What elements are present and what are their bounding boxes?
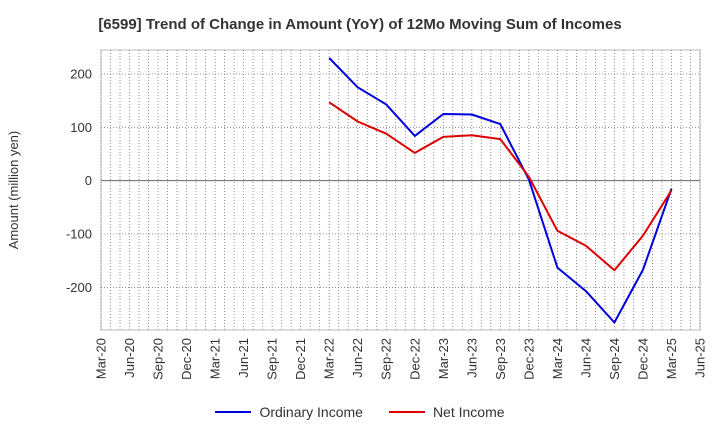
legend: Ordinary Income Net Income [0, 404, 720, 420]
legend-label: Net Income [432, 404, 505, 420]
y-tick-label: -200 [66, 280, 92, 295]
x-tick-label: Mar-20 [94, 338, 109, 379]
x-tick-label: Dec-22 [407, 338, 422, 380]
x-tick-label: Jun-23 [464, 338, 479, 378]
x-tick-label: Mar-24 [550, 338, 565, 379]
legend-item: Net Income [388, 404, 505, 420]
legend-swatch [388, 411, 425, 413]
y-tick-label: 200 [70, 67, 92, 82]
x-tick-label: Mar-23 [436, 338, 451, 379]
series-line-ordinary-income [328, 57, 673, 324]
chart-title: [6599] Trend of Change in Amount (YoY) o… [98, 16, 622, 33]
x-tick-label: Mar-21 [208, 338, 223, 379]
y-axis-title: Amount (million yen) [6, 131, 21, 250]
x-tick-label: Sep-22 [379, 338, 394, 380]
x-tick-label: Sep-23 [493, 338, 508, 380]
x-tick-label: Dec-24 [635, 338, 650, 380]
x-tick-label: Jun-20 [122, 338, 137, 378]
x-tick-label: Dec-23 [521, 338, 536, 380]
legend-item: Ordinary Income [215, 404, 363, 420]
legend-swatch [215, 411, 252, 413]
x-tick-label: Sep-20 [151, 338, 166, 380]
plot-frame [100, 49, 701, 331]
x-tick-label: Mar-25 [664, 338, 679, 379]
x-tick-label: Jun-24 [578, 338, 593, 378]
y-tick-label: -100 [66, 227, 92, 242]
x-tick-label: Dec-20 [179, 338, 194, 380]
y-tick-label: 0 [85, 173, 92, 188]
x-tick-label: Dec-21 [293, 338, 308, 380]
x-tick-label: Jun-25 [693, 338, 708, 378]
series-line-net-income [328, 101, 673, 272]
x-tick-label: Sep-21 [265, 338, 280, 380]
x-tick-label: Jun-21 [236, 338, 251, 378]
y-tick-label: 100 [70, 120, 92, 135]
x-tick-label: Sep-24 [607, 338, 622, 380]
x-tick-label: Mar-22 [322, 338, 337, 379]
x-tick-label: Jun-22 [350, 338, 365, 378]
legend-label: Ordinary Income [259, 404, 363, 420]
